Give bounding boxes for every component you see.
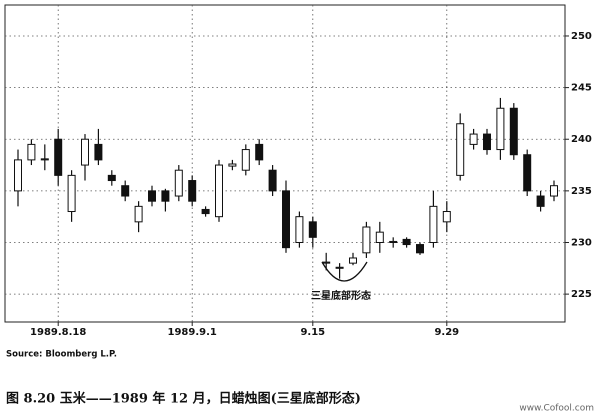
y-tick-label: 240 bbox=[571, 134, 592, 145]
x-tick-label: 9.15 bbox=[300, 327, 325, 338]
candle-body bbox=[54, 138, 63, 176]
candle-body bbox=[255, 143, 264, 161]
x-tick-label: 1989.9.1 bbox=[168, 327, 217, 338]
y-tick-label: 230 bbox=[571, 237, 592, 248]
candle-body bbox=[483, 133, 491, 151]
annotation-arc bbox=[321, 261, 368, 282]
candle-body bbox=[268, 169, 277, 192]
candle-body bbox=[94, 143, 103, 161]
candle-body bbox=[228, 163, 237, 167]
watermark: www.Cofool.com bbox=[519, 404, 594, 414]
candle-body bbox=[174, 169, 183, 197]
candle-body bbox=[389, 240, 398, 243]
candle-body bbox=[509, 107, 518, 156]
candle-body bbox=[241, 149, 250, 171]
candle-body bbox=[201, 208, 210, 215]
candle-body bbox=[550, 185, 558, 197]
candle-body bbox=[121, 185, 130, 197]
source: Source: Bloomberg L.P. bbox=[6, 350, 117, 360]
candle-body bbox=[536, 195, 545, 207]
candle-body bbox=[40, 158, 49, 161]
caption: 图 8.20 玉米——1989 年 12 月，日蜡烛图(三星底部形态) bbox=[6, 391, 361, 407]
candle-body bbox=[188, 180, 197, 202]
candle-body bbox=[429, 205, 438, 243]
candle-body bbox=[416, 244, 424, 254]
plot-frame bbox=[4, 4, 566, 323]
annotation: 三星底部形态 bbox=[311, 289, 371, 302]
y-tick-label: 245 bbox=[571, 83, 592, 94]
candle-body bbox=[375, 231, 384, 243]
y-tick-label: 235 bbox=[571, 186, 592, 197]
candle-body bbox=[81, 138, 89, 166]
candle-body bbox=[282, 190, 290, 249]
candle-body bbox=[308, 221, 317, 238]
candle-body bbox=[134, 205, 143, 223]
grid bbox=[5, 5, 569, 326]
candle-body bbox=[496, 107, 505, 151]
candle-body bbox=[523, 154, 532, 192]
candle-body bbox=[107, 174, 116, 182]
candle-body bbox=[442, 211, 451, 223]
candle-body bbox=[349, 257, 357, 264]
y-tick-label: 225 bbox=[571, 289, 592, 300]
candle-body bbox=[469, 133, 478, 145]
candle-body bbox=[67, 174, 76, 213]
candle-body bbox=[456, 123, 465, 176]
candle-body bbox=[402, 238, 411, 246]
candle-body bbox=[362, 226, 371, 254]
candle-body bbox=[335, 266, 344, 269]
y-tick-label: 250 bbox=[571, 31, 592, 42]
candle-body bbox=[14, 159, 22, 192]
candle-body bbox=[215, 164, 223, 218]
candle-body bbox=[295, 216, 304, 243]
candle-body bbox=[161, 190, 170, 202]
candle-body bbox=[148, 190, 156, 202]
x-tick-label: 9.29 bbox=[434, 327, 459, 338]
candles bbox=[14, 97, 558, 279]
candle-body bbox=[322, 261, 331, 264]
x-tick-label: 1989.8.18 bbox=[30, 327, 86, 338]
candle-body bbox=[27, 143, 36, 161]
